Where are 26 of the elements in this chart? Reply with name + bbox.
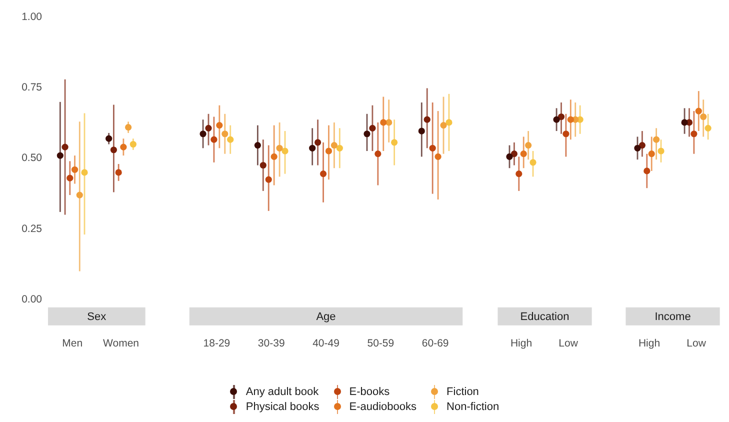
x-tick-label: Men [62, 338, 83, 350]
x-tick-label: Low [686, 338, 706, 350]
y-tick-label: 0.25 [22, 222, 42, 235]
x-tick-label: Low [558, 338, 578, 350]
legend-label: Any adult book [246, 386, 319, 398]
x-tick-label: 50-59 [367, 338, 394, 350]
x-tick-label: High [510, 338, 532, 350]
x-tick-label: Women [103, 338, 140, 350]
x-tick-label: High [638, 338, 660, 350]
legend-label: E-books [349, 386, 390, 398]
y-tick-label: 0.50 [22, 152, 42, 164]
text: Sex [87, 310, 107, 323]
x-tick-label: 18-29 [203, 338, 230, 350]
legend-label: E-audiobooks [349, 400, 417, 412]
y-tick-label: 0.75 [22, 82, 42, 94]
text: Education [520, 310, 570, 323]
y-tick-label: 0.00 [22, 293, 42, 306]
x-tick-label: 30-39 [258, 338, 285, 350]
text: Age [316, 310, 336, 323]
x-tick-label: 40-49 [312, 338, 340, 350]
legend-label: Fiction [446, 386, 479, 398]
y-tick-label: 1.00 [22, 11, 42, 24]
legend-label: Non-fiction [446, 400, 500, 412]
x-tick-label: 60-69 [422, 338, 449, 350]
text: Income [654, 310, 691, 323]
legend-label: Physical books [246, 400, 320, 412]
